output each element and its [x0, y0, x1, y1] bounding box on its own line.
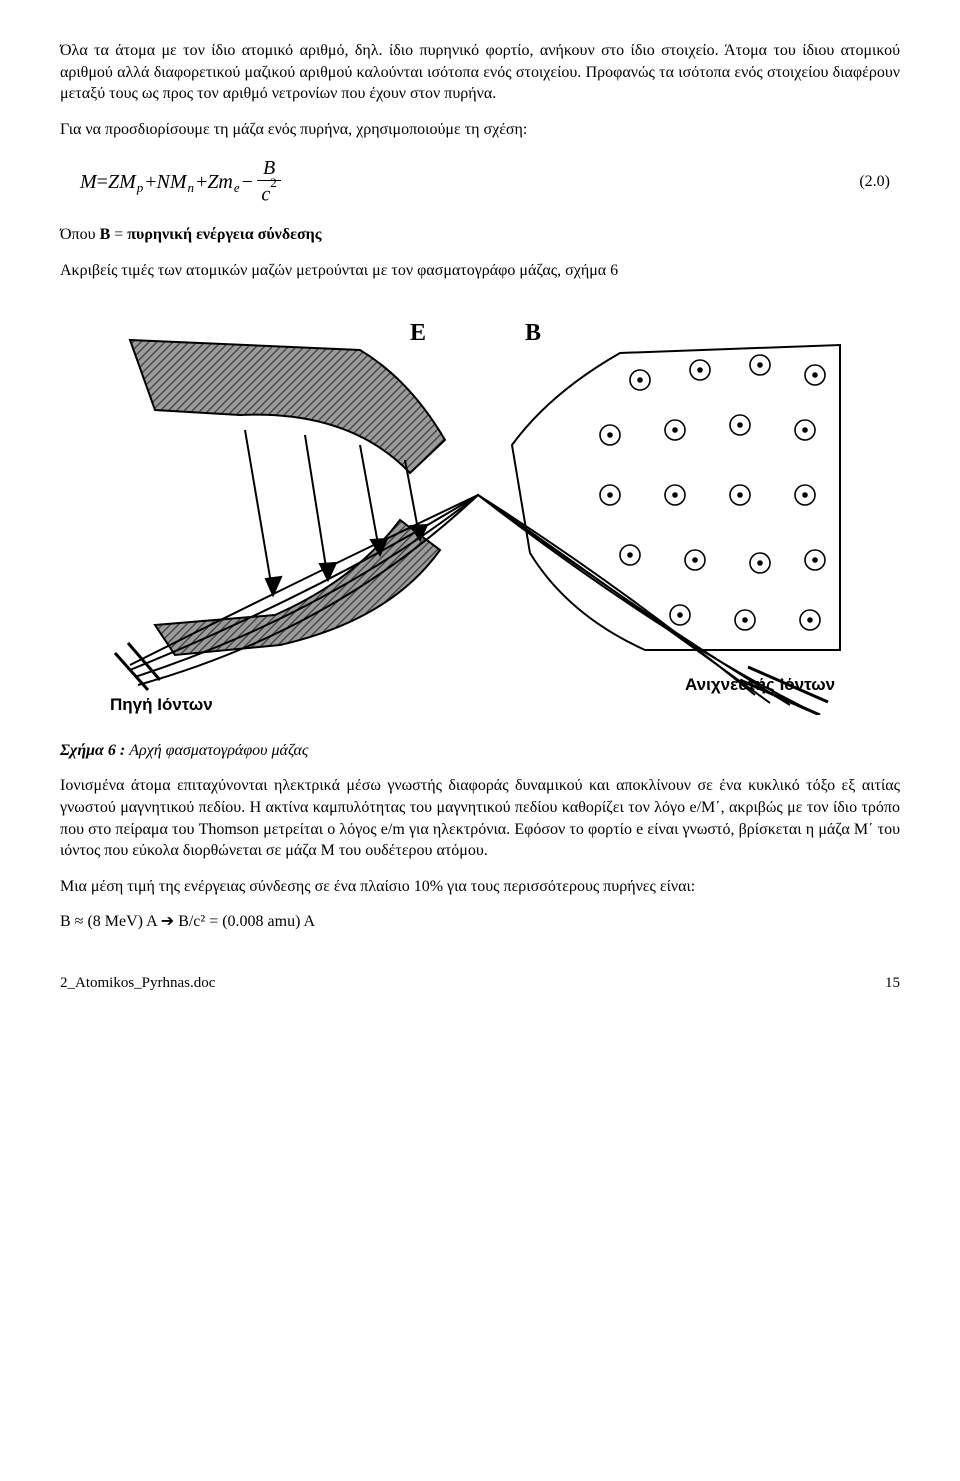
e-field-upper-plate [130, 340, 445, 473]
footer-page-number: 15 [885, 973, 900, 993]
equation-row: M = ZM p + NM n + Zm e − B c2 (2.0) [60, 158, 900, 206]
equation-body: M = ZM p + NM n + Zm e − B c2 [60, 158, 285, 206]
eq-minus: − [242, 169, 253, 196]
paragraph-3: Όπου Β = πυρηνική ενέργεια σύνδεσης [60, 224, 900, 246]
eq-sym: = [110, 226, 127, 243]
eq-fraction: B c2 [257, 158, 281, 206]
diagram-label-E: E [410, 320, 426, 346]
symbol-B: Β [100, 226, 111, 243]
footer-filename: 2_Atomikos_Pyrhnas.doc [60, 973, 215, 993]
eq-Zme: Zm [207, 169, 233, 196]
eq-plus1: + [145, 169, 156, 196]
paragraph-6: Μια μέση τιμή της ενέργειας σύνδεσης σε … [60, 876, 900, 898]
figure-caption: Σχήμα 6 : Αρχή φασματογράφου μάζας [60, 740, 900, 762]
diagram-svg: E B Πηγή Ιόντων Ανιχνευτής Ιόντων [100, 295, 860, 715]
e-field-lower-plate [155, 520, 440, 655]
eq-sub-n: n [188, 179, 195, 197]
eq-frac-den-exp: 2 [270, 175, 277, 190]
binding-energy-term: πυρηνική ενέργεια σύνδεσης [127, 226, 321, 243]
opo: Όπου [60, 226, 100, 243]
paragraph-2: Για να προσδιορίσουμε τη μάζα ενός πυρήν… [60, 119, 900, 141]
eq-frac-den-c: c [261, 184, 270, 206]
eq-equals: = [97, 169, 108, 196]
caption-text: Αρχή φασματογράφου μάζας [129, 742, 308, 759]
b-field-dots [600, 355, 825, 630]
page-footer: 2_Atomikos_Pyrhnas.doc 15 [60, 973, 900, 993]
diagram-label-source: Πηγή Ιόντων [110, 695, 213, 714]
paragraph-4: Ακριβείς τιμές των ατομικών μαζών μετρού… [60, 260, 900, 282]
eq-ZMp: ZM [108, 169, 136, 196]
paragraph-7: B ≈ (8 MeV) A ➔ B/c² = (0.008 amu) A [60, 911, 900, 933]
paragraph-5: Ιονισμένα άτομα επιταχύνονται ηλεκτρικά … [60, 775, 900, 861]
diagram-label-B: B [525, 320, 541, 346]
diagram-label-detector: Ανιχνευτής Ιόντων [685, 675, 835, 694]
eq-frac-den: c2 [257, 181, 280, 206]
eq-sub-e: e [234, 179, 240, 197]
mass-spectrograph-diagram: E B Πηγή Ιόντων Ανιχνευτής Ιόντων [100, 295, 860, 722]
caption-label: Σχήμα 6 : [60, 742, 129, 759]
eq-plus2: + [196, 169, 207, 196]
eq-M: M [80, 169, 97, 196]
eq-NMn: NM [157, 169, 187, 196]
paragraph-1: Όλα τα άτομα με τον ίδιο ατομικό αριθμό,… [60, 40, 900, 105]
eq-sub-p: p [137, 179, 144, 197]
equation-number: (2.0) [859, 171, 900, 193]
